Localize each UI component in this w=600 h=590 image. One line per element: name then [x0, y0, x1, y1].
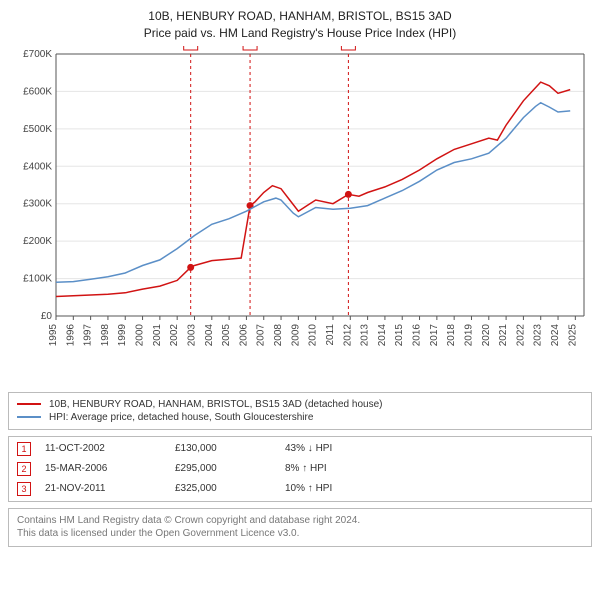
svg-text:2003: 2003 — [186, 323, 197, 346]
svg-text:2020: 2020 — [481, 323, 492, 346]
svg-text:2006: 2006 — [238, 323, 249, 346]
svg-text:1: 1 — [188, 46, 193, 48]
svg-text:2004: 2004 — [204, 323, 215, 346]
svg-text:£500K: £500K — [23, 123, 52, 134]
tx-index-box: 2 — [17, 462, 31, 476]
svg-text:2000: 2000 — [135, 323, 146, 346]
legend-row: 10B, HENBURY ROAD, HANHAM, BRISTOL, BS15… — [17, 398, 583, 411]
svg-text:2011: 2011 — [325, 323, 336, 345]
svg-text:2012: 2012 — [342, 323, 353, 346]
svg-text:1996: 1996 — [65, 323, 76, 346]
svg-text:2015: 2015 — [394, 323, 405, 346]
legend: 10B, HENBURY ROAD, HANHAM, BRISTOL, BS15… — [8, 392, 592, 430]
svg-text:2014: 2014 — [377, 323, 388, 346]
svg-text:2023: 2023 — [533, 323, 544, 346]
legend-swatch — [17, 403, 41, 405]
legend-row: HPI: Average price, detached house, Sout… — [17, 411, 583, 424]
svg-text:2019: 2019 — [463, 323, 474, 346]
svg-text:2008: 2008 — [273, 323, 284, 346]
svg-text:£600K: £600K — [23, 86, 52, 97]
tx-price: £325,000 — [175, 483, 285, 494]
tx-delta: 8% ↑ HPI — [285, 463, 583, 474]
svg-text:2010: 2010 — [308, 323, 319, 346]
tx-index-box: 3 — [17, 482, 31, 496]
svg-text:2002: 2002 — [169, 323, 180, 346]
svg-text:3: 3 — [346, 46, 351, 48]
svg-text:2001: 2001 — [152, 323, 163, 346]
svg-text:2013: 2013 — [360, 323, 371, 346]
svg-text:2021: 2021 — [498, 323, 509, 346]
tx-delta: 10% ↑ HPI — [285, 483, 583, 494]
legend-label: HPI: Average price, detached house, Sout… — [49, 412, 313, 423]
tx-price: £130,000 — [175, 443, 285, 454]
legend-swatch — [17, 416, 41, 418]
svg-text:1998: 1998 — [100, 323, 111, 346]
svg-text:2016: 2016 — [412, 323, 423, 346]
svg-text:2025: 2025 — [567, 323, 578, 346]
price-chart: £0 £100K £200K £300K £400K £500K £600K £700K 199… — [8, 46, 592, 386]
svg-text:1995: 1995 — [48, 323, 59, 346]
tx-delta: 43% ↓ HPI — [285, 443, 583, 454]
tx-date: 21-NOV-2011 — [45, 483, 175, 494]
svg-text:£700K: £700K — [23, 49, 52, 60]
svg-text:2009: 2009 — [290, 323, 301, 346]
footer-line-1: Contains HM Land Registry data © Crown c… — [17, 514, 583, 528]
svg-text:£200K: £200K — [23, 236, 52, 247]
tx-index-box: 1 — [17, 442, 31, 456]
svg-text:2022: 2022 — [515, 323, 526, 346]
attribution-footer: Contains HM Land Registry data © Crown c… — [8, 508, 592, 547]
svg-text:£400K: £400K — [23, 161, 52, 172]
legend-label: 10B, HENBURY ROAD, HANHAM, BRISTOL, BS15… — [49, 399, 382, 410]
title-line-2: Price paid vs. HM Land Registry's House … — [8, 25, 592, 42]
transaction-table: 1 11-OCT-2002£130,00043% ↓ HPI 2 15-MAR-200… — [8, 436, 592, 502]
svg-text:2: 2 — [248, 46, 253, 48]
svg-text:£100K: £100K — [23, 273, 52, 284]
svg-text:2017: 2017 — [429, 323, 440, 346]
tx-date: 11-OCT-2002 — [45, 443, 175, 454]
title-line-1: 10B, HENBURY ROAD, HANHAM, BRISTOL, BS15… — [8, 8, 592, 25]
tx-date: 15-MAR-2006 — [45, 463, 175, 474]
svg-text:2007: 2007 — [256, 323, 267, 346]
footer-line-2: This data is licensed under the Open Gov… — [17, 527, 583, 541]
svg-text:2005: 2005 — [221, 323, 232, 346]
chart-container: £0 £100K £200K £300K £400K £500K £600K £700K 199… — [8, 46, 592, 386]
tx-price: £295,000 — [175, 463, 285, 474]
chart-title-block: 10B, HENBURY ROAD, HANHAM, BRISTOL, BS15… — [8, 8, 592, 42]
svg-text:1999: 1999 — [117, 323, 128, 346]
svg-text:£300K: £300K — [23, 198, 52, 209]
svg-text:2018: 2018 — [446, 323, 457, 346]
svg-text:1997: 1997 — [83, 323, 94, 346]
svg-text:£0: £0 — [41, 311, 53, 322]
svg-text:2024: 2024 — [550, 323, 561, 346]
